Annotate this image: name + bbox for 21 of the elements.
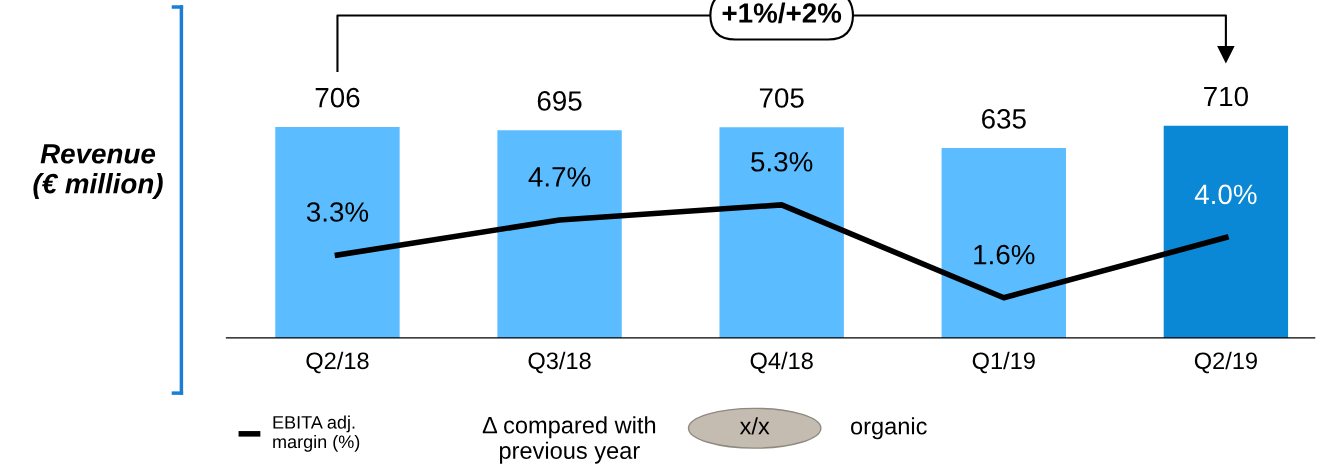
x-tick-label: Q1/19 <box>972 351 1035 374</box>
text: Δ compared with previous year <box>482 416 656 464</box>
x-tick-label: Q3/18 <box>528 351 591 374</box>
x-tick-label: Q2/19 <box>1194 351 1257 374</box>
data-label: 4.7% <box>528 167 591 187</box>
legend-label: EBITA adj. margin (%) <box>273 415 360 452</box>
x-tick-label: Q4/18 <box>750 351 813 374</box>
y-axis-title: Revenue (€ million) <box>33 144 163 200</box>
text: organic <box>851 417 927 440</box>
data-label: 710 <box>1204 86 1248 107</box>
data-label: 706 <box>315 87 360 108</box>
x-tick-label: Q2/18 <box>306 351 369 374</box>
data-label: 695 <box>537 91 582 111</box>
text: +1%/+2% <box>722 2 842 24</box>
text: x/x <box>739 417 770 435</box>
data-label: 1.6% <box>974 244 1035 265</box>
data-label: 4.0% <box>1194 184 1257 205</box>
data-label: 5.3% <box>751 151 813 172</box>
data-label: 705 <box>759 88 804 108</box>
data-label: 635 <box>982 109 1026 129</box>
data-label: 3.3% <box>306 202 369 222</box>
